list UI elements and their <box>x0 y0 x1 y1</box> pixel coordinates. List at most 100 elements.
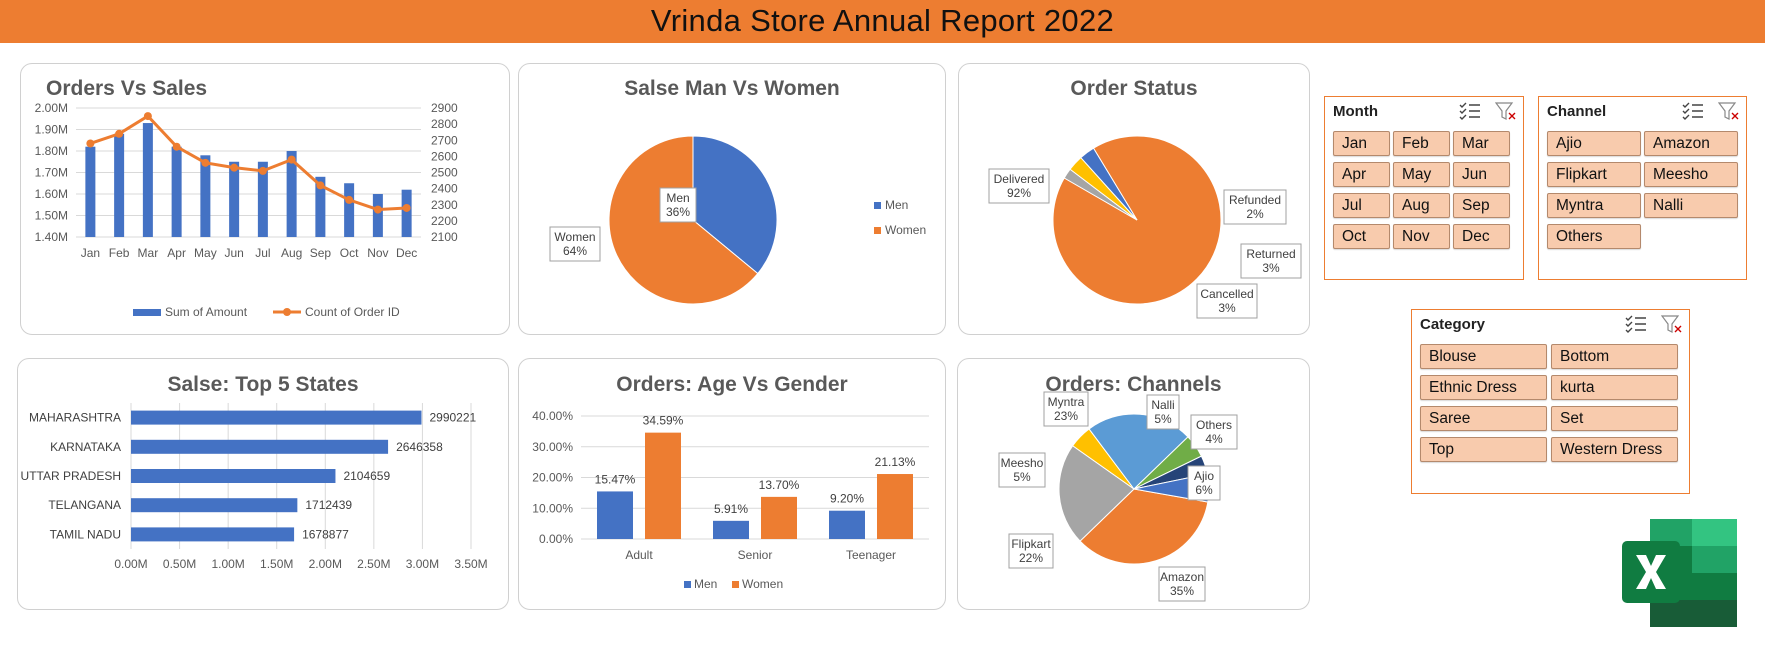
x-tick-label: 3.00M <box>406 557 439 571</box>
bar-men <box>829 510 865 539</box>
slicer-item-saree[interactable]: Saree <box>1420 406 1547 431</box>
bar-state-sales <box>131 439 389 454</box>
slicer-item-bottom[interactable]: Bottom <box>1551 344 1678 369</box>
data-label: 1712439 <box>305 498 352 512</box>
slicer-item-amazon[interactable]: Amazon <box>1644 131 1738 156</box>
multi-select-icon[interactable] <box>1459 101 1481 121</box>
slicer-item-others[interactable]: Others <box>1547 224 1641 249</box>
category-label: MAHARASHTRA <box>29 411 121 425</box>
data-label-flipkart-box <box>1008 533 1054 569</box>
slicer-item-jan[interactable]: Jan <box>1333 131 1390 156</box>
status-pie-slice-cancelled <box>1080 147 1138 221</box>
point-count-of-order-id <box>345 195 354 204</box>
legend-label: Women <box>742 577 783 591</box>
slicer-item-feb[interactable]: Feb <box>1393 131 1450 156</box>
y2-tick-label: 2400 <box>431 182 458 196</box>
legend-marker-count-of-order-id <box>283 308 291 316</box>
bar-state-sales <box>131 527 295 542</box>
legend-label: Count of Order ID <box>305 305 400 319</box>
x-tick-label: Jul <box>255 246 270 260</box>
y2-tick-label: 2200 <box>431 214 458 228</box>
x-tick-label: Dec <box>396 246 417 260</box>
slicer-item-ethnic-dress[interactable]: Ethnic Dress <box>1420 375 1547 400</box>
multi-select-icon[interactable] <box>1625 314 1647 334</box>
data-label: 1678877 <box>302 527 349 541</box>
y2-tick-label: 2500 <box>431 166 458 180</box>
slicer-item-ajio[interactable]: Ajio <box>1547 131 1641 156</box>
clear-filter-icon[interactable] <box>1495 101 1517 121</box>
data-label: 21.13% <box>875 455 916 469</box>
data-label: 13.70% <box>759 478 800 492</box>
slicer-item-oct[interactable]: Oct <box>1333 224 1390 249</box>
x-tick-label: Teenager <box>846 548 896 562</box>
data-label-men-box <box>659 187 697 223</box>
multi-select-icon[interactable] <box>1682 101 1704 121</box>
bar-sum-of-amount <box>142 123 153 237</box>
data-label-women-box <box>549 226 601 262</box>
data-label-myntra-box <box>1043 391 1089 427</box>
data-label-meesho-box <box>998 452 1046 488</box>
y2-tick-label: 2900 <box>431 101 458 115</box>
x-tick-label: 2.50M <box>357 557 390 571</box>
data-label: 2990221 <box>429 411 476 425</box>
slicer-item-myntra[interactable]: Myntra <box>1547 193 1641 218</box>
channels-pie-slice-flipkart <box>1058 445 1135 542</box>
slicer-item-nalli[interactable]: Nalli <box>1644 193 1738 218</box>
point-count-of-order-id <box>86 139 95 148</box>
x-tick-label: Jan <box>81 246 100 260</box>
data-label-women: Women <box>554 230 595 244</box>
data-label: 15.47% <box>595 472 636 486</box>
x-tick-label: Senior <box>738 548 773 562</box>
data-label-men: Men <box>666 191 689 205</box>
slicer-item-kurta[interactable]: kurta <box>1551 375 1678 400</box>
top-states-panel[interactable]: Salse: Top 5 States 0.00M 0.50M 1.00M 1.50M… <box>17 358 509 610</box>
data-label-ajio-box <box>1187 465 1221 501</box>
slicer-item-nov[interactable]: Nov <box>1393 224 1450 249</box>
slicer-item-meesho[interactable]: Meesho <box>1644 162 1738 187</box>
slicer-item-flipkart[interactable]: Flipkart <box>1547 162 1641 187</box>
legend-swatch-men <box>684 581 691 588</box>
x-tick-label: 1.00M <box>211 557 244 571</box>
slicer-item-set[interactable]: Set <box>1551 406 1678 431</box>
slicer-item-western-dress[interactable]: Western Dress <box>1551 437 1678 462</box>
data-label-cancelled: 3% <box>1218 301 1236 315</box>
sales-men-vs-women-panel[interactable]: Salse Man Vs Women Men 36% Women 64% Men Wome… <box>518 63 946 335</box>
x-tick-label: May <box>194 246 217 260</box>
data-label-amazon: 35% <box>1170 584 1194 598</box>
slicer-item-aug[interactable]: Aug <box>1393 193 1450 218</box>
month-slicer[interactable]: Month Jan Feb Mar Apr May Jun Jul Aug Sep Oct Nov D… <box>1324 96 1524 280</box>
point-count-of-order-id <box>258 166 267 175</box>
orders-vs-sales-panel[interactable]: Orders Vs Sales 1.40M 1.50M 1.60M 1.70M 1.80… <box>20 63 510 335</box>
clear-filter-icon[interactable] <box>1661 314 1683 334</box>
slicer-item-sep[interactable]: Sep <box>1453 193 1510 218</box>
bar-sum-of-amount <box>114 133 125 237</box>
slicer-item-top[interactable]: Top <box>1420 437 1547 462</box>
slicer-item-may[interactable]: May <box>1393 162 1450 187</box>
channel-slicer[interactable]: Channel Ajio Amazon Flipkart Meesho Myntra Na… <box>1538 96 1747 280</box>
slicer-item-apr[interactable]: Apr <box>1333 162 1390 187</box>
orders-channels-panel[interactable]: Orders: Channels Amazon 35% Flipkart 22% Mee… <box>957 358 1310 610</box>
slicer-item-blouse[interactable]: Blouse <box>1420 344 1547 369</box>
clear-filter-icon[interactable] <box>1718 101 1740 121</box>
slicer-item-mar[interactable]: Mar <box>1453 131 1510 156</box>
category-slicer[interactable]: Category Blouse Bottom Ethnic Dress kurta Sa… <box>1411 309 1690 494</box>
category-label: UTTAR PRADESH <box>21 469 121 483</box>
legend-label: Men <box>885 198 908 212</box>
data-label-men: 36% <box>666 205 690 219</box>
slicer-item-jun[interactable]: Jun <box>1453 162 1510 187</box>
data-label-meesho: Meesho <box>1001 456 1044 470</box>
age-vs-gender-panel[interactable]: Orders: Age Vs Gender 0.00% 10.00% 20.00% 3… <box>518 358 946 610</box>
bar-sum-of-amount <box>344 183 355 237</box>
order-status-panel[interactable]: Order Status Delivered 92% Refunded 2% Retur… <box>958 63 1310 335</box>
slicer-item-dec[interactable]: Dec <box>1453 224 1510 249</box>
data-label: 2104659 <box>343 469 390 483</box>
orders-channels-pie-chart: Amazon35%Flipkart22%Meesho5%Myntra23%Nal… <box>998 391 1238 602</box>
legend-label: Women <box>885 223 926 237</box>
bar-state-sales <box>131 410 422 425</box>
slicer-item-jul[interactable]: Jul <box>1333 193 1390 218</box>
data-label-flipkart: 22% <box>1019 551 1043 565</box>
y-tick-label: 0.00% <box>539 532 573 546</box>
point-count-of-order-id <box>143 112 152 121</box>
bar-sum-of-amount <box>229 161 240 237</box>
